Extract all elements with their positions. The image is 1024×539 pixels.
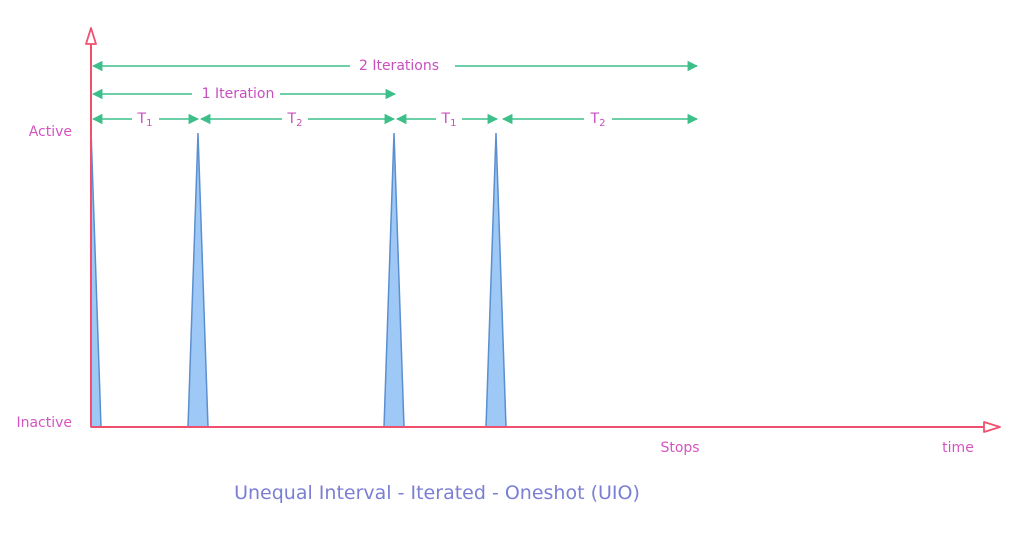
y-axis-arrowhead bbox=[85, 27, 97, 45]
t2-second-label: T2 bbox=[590, 111, 606, 129]
y-active-label: Active bbox=[29, 124, 72, 140]
diagram-caption: Unequal Interval - Iterated - Oneshot (U… bbox=[234, 482, 640, 504]
y-inactive-label: Inactive bbox=[16, 415, 72, 431]
pulse-4 bbox=[485, 132, 507, 428]
pulse-1 bbox=[90, 129, 102, 428]
two-iterations-label: 2 Iterations bbox=[359, 58, 439, 74]
t1-second-label: T1 bbox=[441, 111, 457, 129]
pulse-2 bbox=[187, 132, 209, 428]
pulse-3 bbox=[383, 132, 405, 428]
t1-first-label: T1 bbox=[137, 111, 153, 129]
one-iteration-label: 1 Iteration bbox=[202, 86, 275, 102]
t2-first-label: T2 bbox=[287, 111, 303, 129]
stops-label: Stops bbox=[660, 440, 699, 456]
x-axis-arrowhead bbox=[983, 421, 1001, 433]
x-axis-label: time bbox=[942, 440, 974, 456]
